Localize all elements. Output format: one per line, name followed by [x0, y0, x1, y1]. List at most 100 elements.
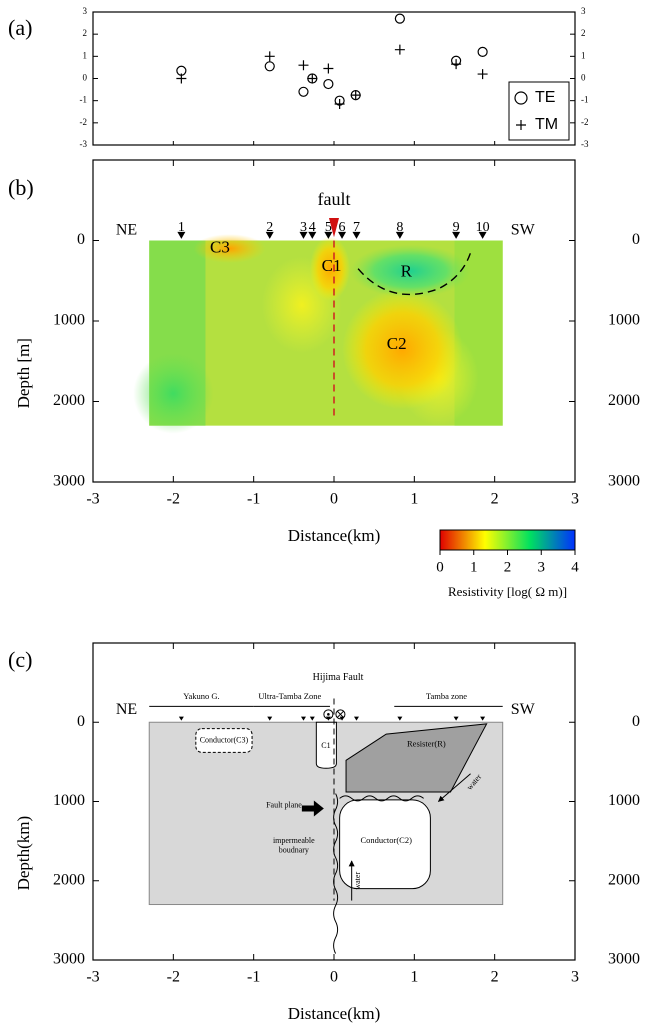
- data-point: [477, 46, 488, 58]
- y-tick-label-right: -2: [581, 117, 589, 127]
- station-marker: [395, 231, 404, 239]
- station-label: 10: [476, 220, 490, 235]
- x-tick-label: -2: [167, 969, 180, 986]
- annotation: R: [401, 262, 413, 281]
- annotation: boudnary: [279, 845, 309, 854]
- y-tick-label-right: -3: [581, 139, 589, 149]
- station-marker: [300, 716, 306, 721]
- data-point: [298, 60, 309, 71]
- x-tick-label: 1: [410, 491, 418, 508]
- station-label: 3: [300, 220, 307, 235]
- x-tick-label: 3: [571, 491, 579, 508]
- fault-marker: [329, 217, 339, 238]
- data-point: [307, 73, 318, 84]
- blob-c3: [193, 234, 266, 264]
- data-point: [334, 98, 345, 109]
- y-tick-label: 0: [77, 713, 85, 730]
- y-tick-label: 0: [77, 231, 85, 248]
- x-tick-label: -1: [247, 491, 260, 508]
- y-tick-label: 1000: [53, 792, 85, 809]
- station-marker: [397, 716, 403, 721]
- y-tick-label: -1: [80, 95, 88, 105]
- annotation: Hijima Fault: [313, 672, 364, 683]
- data-point: [298, 86, 309, 97]
- x-tick-label: 1: [410, 969, 418, 986]
- panel-label: (a): [8, 15, 32, 40]
- station-marker: [299, 231, 308, 239]
- station-label: 7: [353, 220, 360, 235]
- data-point: [394, 44, 405, 55]
- plot-frame: [92, 159, 576, 483]
- data-point: [264, 51, 275, 62]
- symbol-out-dot: [327, 713, 330, 716]
- annotation: C2: [387, 334, 407, 353]
- x-tick-label: 0: [330, 491, 338, 508]
- x-tick-label: 2: [491, 969, 499, 986]
- station-marker: [325, 716, 331, 721]
- colorbar-tick-label: 0: [436, 559, 444, 575]
- data-point: [264, 61, 275, 72]
- colorbar: [439, 529, 576, 551]
- y-tick-label-right: 0: [632, 231, 640, 248]
- colorbar-label: Resistivity [log( Ω m)]: [448, 584, 567, 599]
- annotation: Tamba zone: [426, 691, 467, 701]
- annotation: water: [353, 872, 362, 890]
- y-tick-label-right: -1: [581, 95, 589, 105]
- fault-plane-arrow: [301, 800, 324, 817]
- y-tick-label: 1000: [53, 312, 85, 329]
- blob-r: [350, 244, 471, 298]
- y-tick-label: 0: [83, 73, 88, 83]
- data-point: [350, 90, 361, 101]
- y-tick-label-right: 1000: [608, 792, 640, 809]
- y-tick-label: 2: [83, 28, 88, 38]
- station-marker: [453, 716, 459, 721]
- data-point: [394, 13, 405, 24]
- wavy-top: [339, 795, 424, 802]
- annotation: Conductor(C3): [200, 735, 249, 744]
- station-marker: [480, 716, 486, 721]
- station-marker: [308, 231, 317, 239]
- data-point: [477, 69, 488, 80]
- resister-outline: [357, 252, 472, 296]
- legend-marker: [514, 91, 528, 105]
- y-tick-label: 2000: [53, 392, 85, 409]
- annotation: Resister(R): [407, 738, 446, 748]
- y-tick-label: 2000: [53, 871, 85, 888]
- annotation: Ultra-Tamba Zone: [258, 691, 321, 701]
- y-axis-label: Depth(km): [14, 816, 33, 891]
- panel-label: (b): [8, 175, 34, 200]
- y-tick-label: -3: [80, 139, 88, 149]
- annotation: C1: [321, 741, 330, 750]
- symbol-in: [335, 709, 346, 720]
- symbol-in-cross: [337, 710, 344, 718]
- y-tick-label: 3000: [53, 951, 85, 968]
- legend-box: [508, 81, 570, 141]
- station-marker: [353, 716, 359, 721]
- panel-label: (c): [8, 647, 32, 672]
- data-point: [323, 63, 334, 74]
- y-tick-label-right: 2000: [608, 871, 640, 888]
- end-label: SW: [511, 701, 536, 718]
- y-tick-label: 3: [83, 6, 88, 16]
- data-point: [176, 73, 187, 84]
- resister-r: [345, 723, 488, 793]
- station-marker: [478, 231, 487, 239]
- end-label: NE: [116, 222, 137, 239]
- y-axis-label: Depth [m]: [14, 338, 33, 408]
- station-marker: [352, 231, 361, 239]
- annotation: Conductor(C2): [360, 835, 412, 845]
- annotation: C3: [210, 237, 230, 256]
- annotation: impermeable: [273, 836, 315, 845]
- station-marker: [267, 716, 273, 721]
- station-label: 4: [309, 220, 316, 235]
- station-label: 5: [325, 220, 332, 235]
- conductor-c3: [195, 728, 253, 753]
- x-tick-label: -2: [167, 491, 180, 508]
- station-label: 9: [453, 220, 460, 235]
- colorbar-tick-label: 3: [538, 559, 546, 575]
- y-tick-label: -2: [80, 117, 88, 127]
- legend-label: TE: [535, 89, 555, 106]
- y-tick-label: 3000: [53, 473, 85, 490]
